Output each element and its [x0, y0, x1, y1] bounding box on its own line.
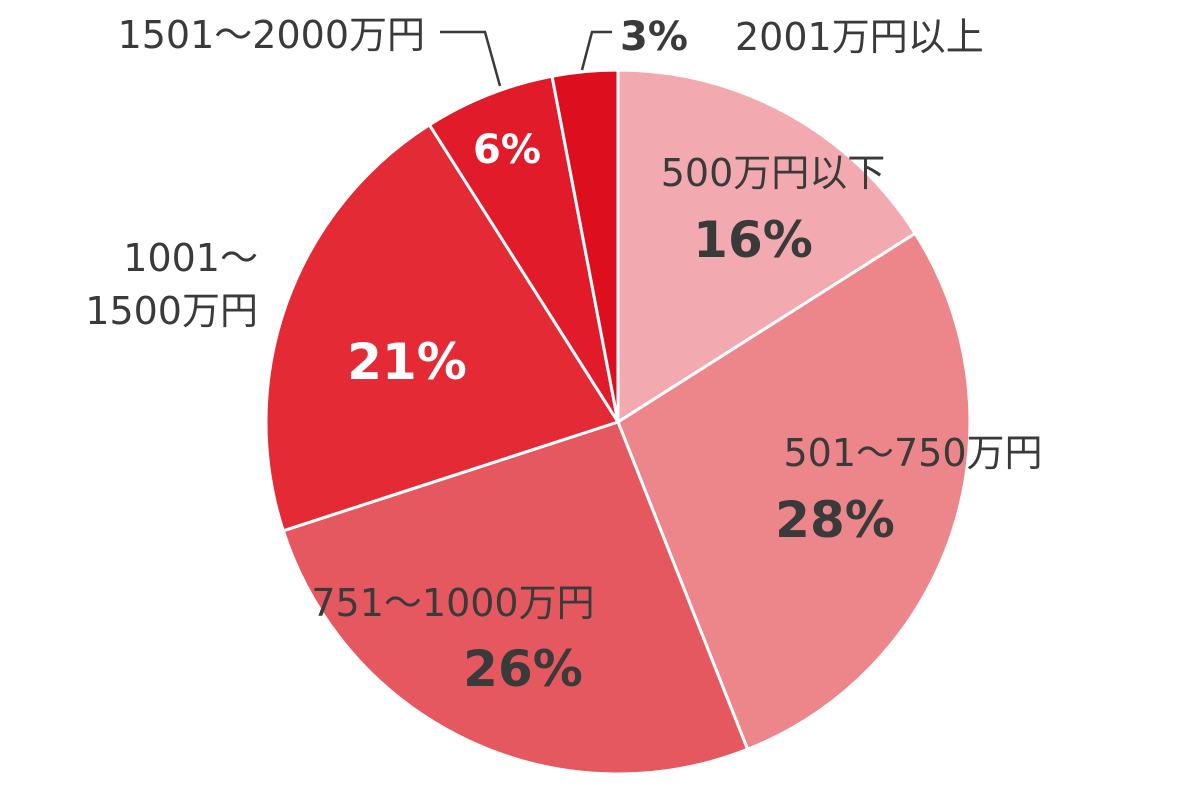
slice-value-751-1000: 26% [463, 640, 583, 698]
slice-label-1001-1500-line1: 1001～ [123, 236, 258, 280]
pie-slice-1001-1500 [264, 122, 621, 533]
slice-label-1501-2000: 1501～2000万円 [118, 13, 425, 57]
leader-line-1501-2000 [440, 30, 502, 87]
slice-label-751-1000: 751～1000万円 [311, 581, 594, 625]
pie-slice-501-750 [616, 231, 972, 752]
slice-value-2001-plus: 3% [620, 14, 688, 60]
slice-value-501-750: 28% [775, 491, 895, 549]
slice-value-1001-1500: 21% [347, 333, 467, 391]
slice-label-500-under: 500万円以下 [661, 151, 886, 195]
slice-label-501-750: 501～750万円 [783, 431, 1042, 475]
pie-slice-1501-2000 [427, 74, 620, 423]
pie-slice-2001-plus [550, 68, 620, 423]
pie-slice-751-1000 [281, 420, 750, 776]
pie-slice-500-under [616, 68, 918, 425]
slice-value-1501-2000: 6% [473, 127, 541, 173]
leader-line-2001-plus [580, 30, 612, 71]
pie-slices [264, 68, 972, 776]
slice-value-500-under: 16% [693, 211, 813, 269]
slice-label-1001-1500-line2: 1500万円 [85, 289, 258, 333]
slice-label-2001-plus: 2001万円以上 [735, 15, 984, 59]
